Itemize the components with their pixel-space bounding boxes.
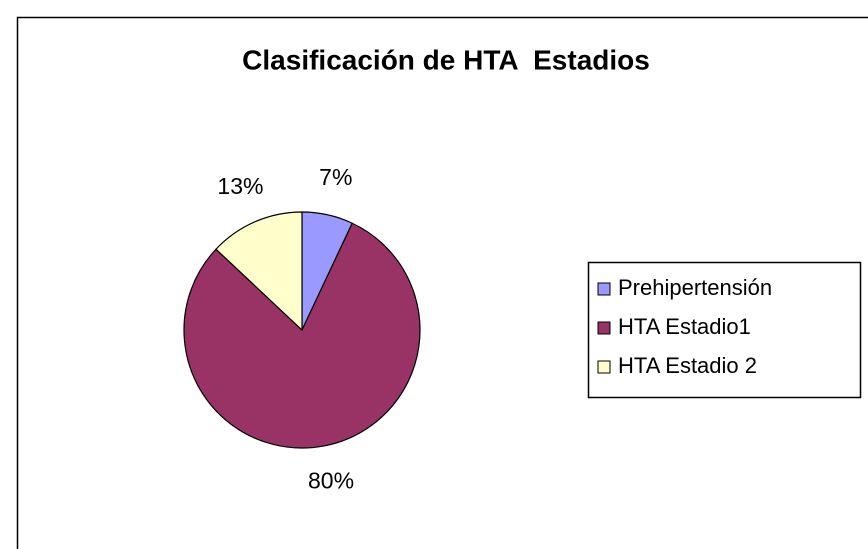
legend-label: HTA Estadio 2 — [618, 353, 757, 378]
legend-swatch — [597, 321, 611, 335]
pie-slice — [183, 222, 421, 449]
data-label: 7% — [319, 164, 352, 190]
pie-slice — [215, 211, 303, 332]
legend-label: HTA Estadio1 — [618, 314, 751, 339]
legend-swatch — [597, 282, 611, 296]
legend-label: Prehipertensión — [618, 275, 772, 300]
legend-swatch — [597, 360, 611, 374]
chart-title: Clasificación de HTA Estadios — [242, 44, 650, 75]
data-label: 13% — [217, 173, 263, 199]
legend-box — [587, 261, 862, 399]
data-label: 80% — [308, 467, 354, 493]
